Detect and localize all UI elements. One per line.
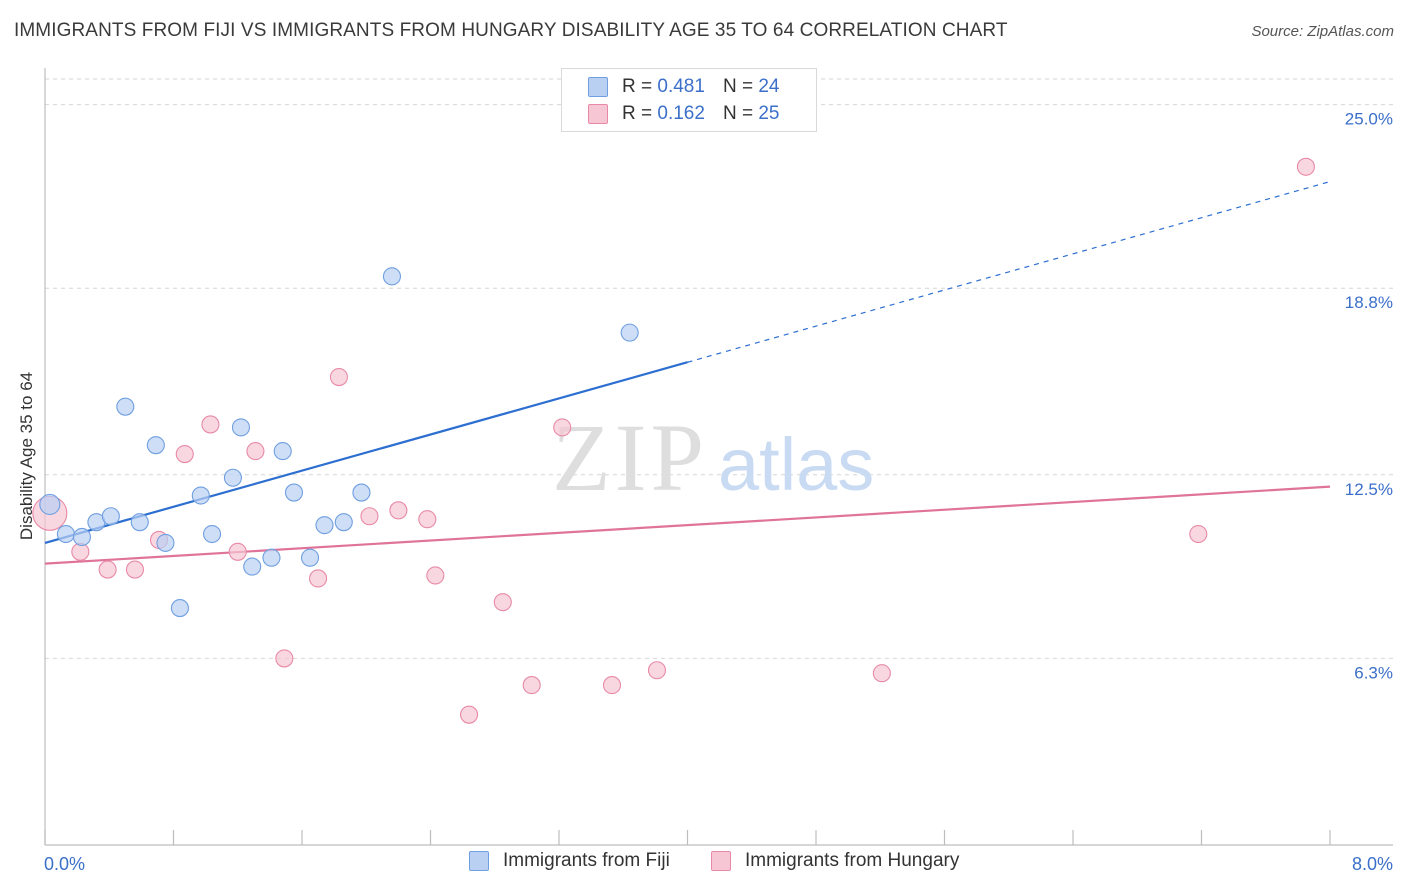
legend-swatch-fiji [588,77,608,97]
y-tick-label: 12.5% [1345,480,1393,499]
y-tick-label: 6.3% [1354,663,1393,682]
x-tick-label: 8.0% [1352,854,1393,874]
data-point-hungary [459,705,479,724]
data-point-hungary [426,566,445,585]
data-point-hungary [125,560,144,579]
data-point-hungary [228,542,247,561]
data-point-fiji [352,483,371,502]
data-point-fiji [223,468,242,487]
data-point-hungary [522,676,541,695]
data-point-hungary [275,649,294,668]
data-point-hungary [329,368,348,387]
y-axis-label: Disability Age 35 to 64 [17,371,36,541]
legend-r-value-hungary: 0.162 [657,103,705,124]
legend-r-label: R = [622,76,653,97]
legend-row-hungary: R = 0.162 N = 25 [588,101,779,127]
data-point-hungary [493,593,512,612]
data-point-hungary [246,442,265,461]
data-point-fiji [72,527,91,547]
trend-line-hungary [44,485,1331,565]
legend-label-fiji: Immigrants from Fiji [503,850,670,871]
data-point-fiji [231,418,251,437]
trend-lines [44,181,1331,565]
watermark-atlas: atlas [718,423,874,506]
axes [44,68,1393,846]
data-point-hungary [389,501,408,520]
x-tick-label: 0.0% [44,854,85,874]
legend-item-fiji: Immigrants from Fiji [469,850,670,872]
data-point-hungary [553,418,572,437]
watermark: ZIP atlas [552,404,874,511]
data-point-hungary [647,661,667,680]
series-legend: Immigrants from Fiji Immigrants from Hun… [0,850,1406,878]
trend-line-extension-fiji [687,181,1331,363]
data-point-fiji [146,436,165,455]
data-point-fiji [56,524,75,544]
data-point-fiji [262,548,281,567]
legend-item-hungary: Immigrants from Hungary [711,850,959,872]
data-point-fiji [191,486,210,505]
data-point-fiji [273,442,292,461]
data-point-fiji [334,513,353,532]
legend-r-value-fiji: 0.481 [657,76,705,97]
data-point-fiji [130,513,149,532]
data-point-fiji [620,323,639,342]
legend-swatch-fiji [469,851,489,871]
data-point-fiji [116,397,135,416]
data-point-fiji [170,599,189,618]
data-point-hungary [1189,524,1208,544]
legend-n-value-fiji: 24 [758,76,780,97]
y-tick-label: 25.0% [1345,110,1393,129]
data-point-hungary [201,415,220,434]
data-point-fiji [203,524,222,544]
data-point-hungary [360,507,379,526]
data-point-fiji [156,533,175,552]
data-point-hungary [602,676,622,695]
chart-title: IMMIGRANTS FROM FIJI VS IMMIGRANTS FROM … [14,20,1008,41]
data-point-hungary [418,510,437,529]
data-point-fiji [315,516,334,535]
legend-n-value-hungary: 25 [758,103,780,124]
data-point-hungary [175,445,194,464]
data-point-hungary [1296,157,1315,176]
legend-n-label: N = [722,76,754,97]
legend-swatch-hungary [711,851,731,871]
y-tick-label: 18.8% [1345,293,1393,312]
legend-swatch-hungary [588,104,608,124]
data-point-fiji [101,507,120,526]
trend-line-fiji [44,361,688,544]
data-point-fiji [39,493,61,515]
legend-n-label: N = [722,103,754,124]
watermark-zip: ZIP [552,404,708,511]
data-point-fiji [300,548,320,567]
data-points [32,157,1315,724]
legend-row-fiji: R = 0.481 N = 24 [588,74,779,100]
correlation-legend: R = 0.481 N = 24 R = 0.162 N = 25 [561,68,817,132]
data-point-fiji [382,267,402,286]
data-point-fiji [284,483,304,502]
data-point-fiji [243,557,262,576]
data-point-hungary [309,569,328,588]
data-point-hungary [98,560,117,579]
legend-label-hungary: Immigrants from Hungary [745,850,960,871]
chart-source: Source: ZipAtlas.com [1251,23,1394,40]
legend-r-label: R = [622,103,653,124]
data-point-hungary [872,664,891,683]
tick-labels: 6.3% 12.5% 18.8% 25.0% 0.0% 8.0% [44,110,1393,874]
